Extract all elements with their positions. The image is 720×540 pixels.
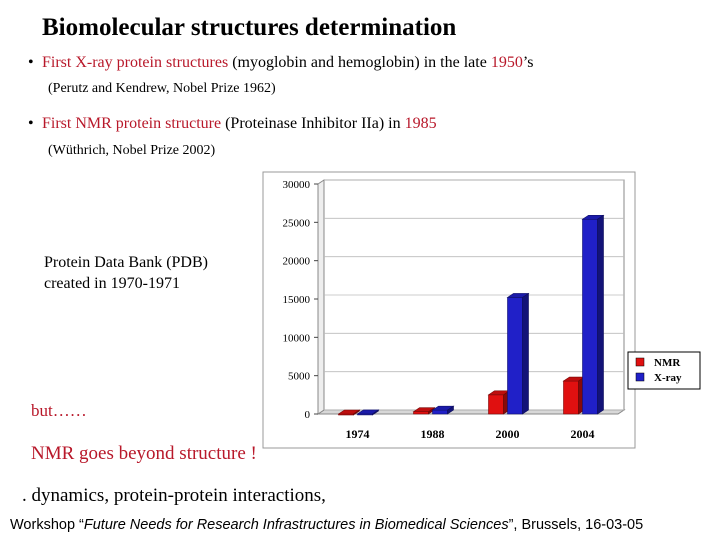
bullet-nmr-middle: (Proteinase Inhibitor IIa) in (225, 115, 405, 132)
footer: Workshop “Future Needs for Research Infr… (10, 517, 643, 533)
bar-xray-2004-side (597, 214, 604, 415)
legend-label-xray: X-ray (654, 372, 682, 384)
bullet-nmr-year: 1985 (404, 115, 437, 132)
bullet-dot: • (28, 115, 34, 132)
footer-start: Workshop “ (10, 517, 84, 533)
y-tick-label: 5000 (288, 371, 311, 383)
bar-xray-1988 (432, 409, 448, 415)
bar-nmr-2000 (488, 394, 504, 415)
y-tick-label: 25000 (283, 217, 311, 229)
chart-frame (262, 171, 636, 449)
bar-nmr-2004 (563, 380, 579, 415)
x-tick-label: 2004 (571, 427, 595, 441)
bullet-xray-middle: (myoglobin and hemoglobin) in the late (232, 54, 491, 71)
bullet-dot: • (28, 54, 34, 71)
x-tick-label: 2000 (496, 427, 520, 441)
bar-nmr-1988 (413, 411, 429, 415)
nmr-beyond-note: NMR goes beyond structure ! (31, 443, 257, 464)
chart-legend (627, 351, 701, 390)
y-tick-label: 20000 (283, 256, 311, 268)
y-tick-label: 10000 (283, 332, 311, 344)
pdb-note: Protein Data Bank (PDB) created in 1970-… (44, 252, 274, 294)
bullet-nmr-prefix: First NMR protein structure (42, 115, 226, 132)
legend-label-nmr: NMR (654, 357, 681, 369)
footer-end: ”, Brussels, 16-03-05 (508, 517, 644, 533)
bullet-nmr: • First NMR protein structure (Proteinase… (28, 115, 437, 133)
y-tick-label: 0 (305, 409, 311, 421)
pdb-note-line1: Protein Data Bank (PDB) (44, 254, 208, 271)
bullet-xray-subtext: (Perutz and Kendrew, Nobel Prize 1962) (48, 81, 276, 96)
y-tick-label: 15000 (283, 294, 311, 306)
legend-swatch-xray (635, 372, 645, 382)
x-tick-label: 1974 (346, 427, 370, 441)
bar-xray-1974-side (372, 409, 379, 416)
slide-title: Biomolecular structures determination (42, 14, 457, 41)
bar-xray-2000-side (522, 292, 529, 415)
chart-side-wall (317, 179, 325, 415)
bullet-xray-suffix: ’s (522, 54, 534, 71)
y-tick-label: 30000 (283, 179, 311, 191)
bullet-xray: • First X-ray protein structures (myoglob… (28, 54, 533, 72)
but-text: but…… (31, 401, 87, 420)
legend-swatch-nmr (635, 357, 645, 367)
bullet-xray-prefix: First X-ray protein structures (42, 54, 233, 71)
pdb-note-line2: created in 1970-1971 (44, 275, 180, 292)
bar-xray-2000 (507, 297, 523, 415)
bar-xray-1988-side (447, 405, 454, 415)
bar-xray-2004 (582, 218, 598, 415)
bullet-xray-year: 1950 (490, 54, 523, 71)
bullet-nmr-subtext: (Wüthrich, Nobel Prize 2002) (48, 143, 216, 158)
dynamics-note: . dynamics, protein-protein interactions… (22, 485, 326, 506)
footer-workshop-title: Future Needs for Research Infrastructure… (83, 517, 509, 533)
bar-nmr-1974-side (353, 409, 360, 416)
x-tick-label: 1988 (421, 427, 445, 441)
